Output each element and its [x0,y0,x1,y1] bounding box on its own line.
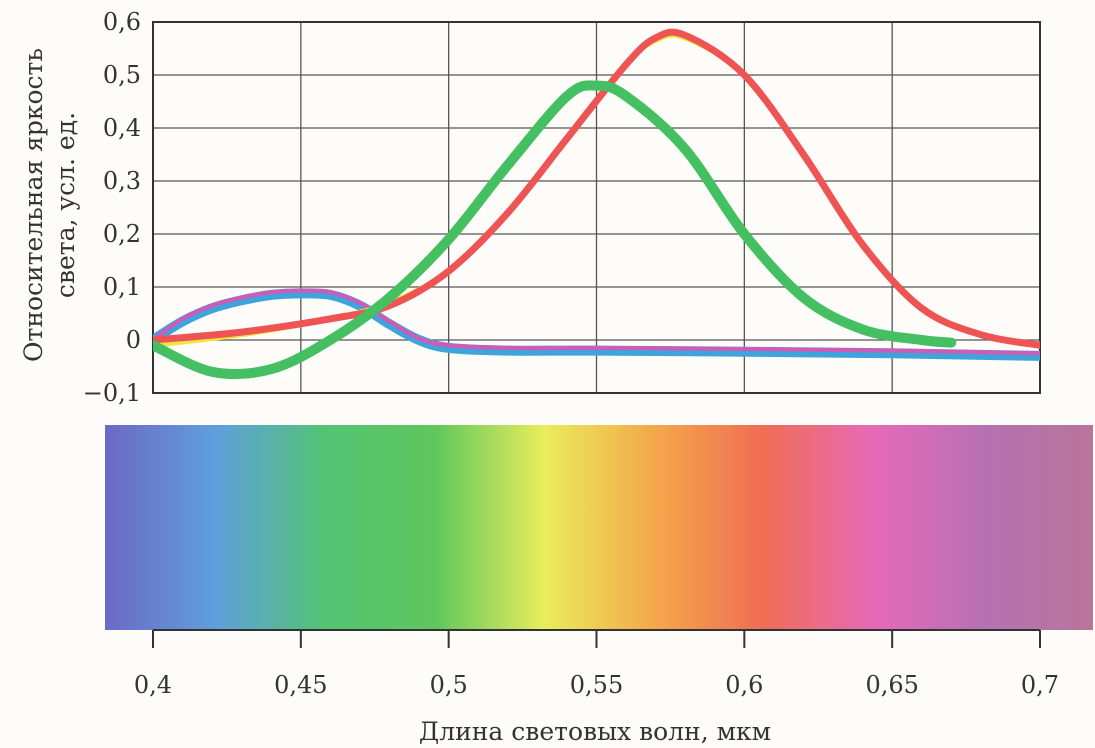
series-line-4 [153,80,957,380]
x-tick-label-2: 0,5 [430,671,468,699]
y-tick-label-1: 0,5 [103,61,141,89]
x-tick-label-6: 0,7 [1021,671,1059,699]
y-axis-title: Относительная яркость света, усл. ед. [19,48,80,362]
x-tick-label-4: 0,6 [725,671,763,699]
y-tick-label-5: 0,1 [103,273,141,301]
y-axis-title-line1: Относительная яркость [19,48,48,362]
y-tick-labels: 0,6 0,5 0,4 0,3 0,2 0,1 0 −0,1 [83,8,141,407]
x-tick-label-5: 0,65 [865,671,918,699]
series-line-1 [153,288,1040,356]
spectrum-band [105,425,1093,630]
x-tick-label-3: 0,55 [570,671,623,699]
x-axis-title: Длина световых волн, мкм [419,717,771,746]
x-tick-label-0: 0,4 [134,671,172,699]
x-tick-labels: 0,4 0,45 0,5 0,55 0,6 0,65 0,7 [134,630,1059,699]
series-layer [153,28,1040,380]
y-tick-label-0: 0,6 [103,8,141,36]
plot-frame [152,21,1041,394]
y-tick-label-3: 0,3 [103,167,141,195]
y-tick-label-7: −0,1 [83,379,141,407]
series-line-3 [153,28,1040,349]
y-axis-title-line2: света, усл. ед. [51,112,80,298]
y-tick-label-2: 0,4 [103,114,141,142]
x-tick-label-1: 0,45 [274,671,327,699]
y-tick-label-6: 0 [126,326,141,354]
y-tick-label-4: 0,2 [103,220,141,248]
